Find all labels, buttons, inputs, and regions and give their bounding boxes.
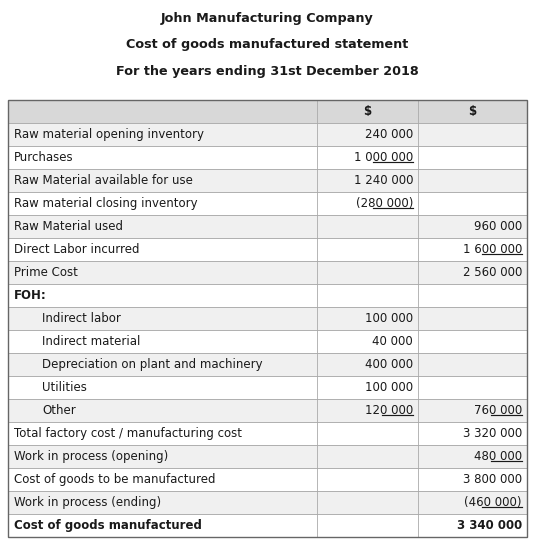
Bar — [8, 399, 527, 422]
Bar — [8, 192, 527, 215]
Text: For the years ending 31st December 2018: For the years ending 31st December 2018 — [116, 65, 419, 78]
Bar — [8, 422, 527, 445]
Text: 480 000: 480 000 — [474, 450, 522, 463]
Bar — [8, 123, 527, 146]
Text: 1 600 000: 1 600 000 — [463, 243, 522, 256]
Bar — [8, 468, 527, 491]
Text: 400 000: 400 000 — [365, 358, 413, 371]
Text: 2 560 000: 2 560 000 — [463, 266, 522, 279]
Text: 3 320 000: 3 320 000 — [463, 427, 522, 440]
Text: 120 000: 120 000 — [365, 404, 413, 417]
Bar — [8, 146, 527, 169]
Text: 760 000: 760 000 — [474, 404, 522, 417]
Bar — [8, 169, 527, 192]
Text: John Manufacturing Company: John Manufacturing Company — [161, 12, 374, 25]
Text: Total factory cost / manufacturing cost: Total factory cost / manufacturing cost — [14, 427, 242, 440]
Text: Cost of goods to be manufactured: Cost of goods to be manufactured — [14, 473, 216, 486]
Text: Indirect material: Indirect material — [42, 335, 140, 348]
Bar — [8, 100, 527, 537]
Text: Prime Cost: Prime Cost — [14, 266, 78, 279]
Text: (460 000): (460 000) — [464, 496, 522, 509]
Text: $: $ — [469, 105, 477, 118]
Text: 100 000: 100 000 — [365, 312, 413, 325]
Text: 960 000: 960 000 — [474, 220, 522, 233]
Text: Purchases: Purchases — [14, 151, 74, 164]
Text: Work in process (ending): Work in process (ending) — [14, 496, 161, 509]
Text: 1 240 000: 1 240 000 — [354, 174, 413, 187]
Bar — [8, 284, 527, 307]
Text: Other: Other — [42, 404, 76, 417]
Bar — [8, 491, 527, 514]
Text: $: $ — [363, 105, 371, 118]
Text: Depreciation on plant and machinery: Depreciation on plant and machinery — [42, 358, 263, 371]
Text: 40 000: 40 000 — [372, 335, 413, 348]
Text: 3 800 000: 3 800 000 — [463, 473, 522, 486]
Text: 100 000: 100 000 — [365, 381, 413, 394]
Bar — [8, 261, 527, 284]
Text: FOH:: FOH: — [14, 289, 47, 302]
Text: Cost of goods manufactured: Cost of goods manufactured — [14, 519, 202, 532]
Bar — [8, 100, 527, 123]
Text: 240 000: 240 000 — [365, 128, 413, 141]
Bar — [8, 238, 527, 261]
Text: 1 000 000: 1 000 000 — [354, 151, 413, 164]
Bar — [8, 330, 527, 353]
Bar — [8, 376, 527, 399]
Text: Indirect labor: Indirect labor — [42, 312, 121, 325]
Bar — [8, 215, 527, 238]
Bar — [8, 353, 527, 376]
Bar — [8, 307, 527, 330]
Text: Utilities: Utilities — [42, 381, 87, 394]
Bar — [8, 445, 527, 468]
Text: Cost of goods manufactured statement: Cost of goods manufactured statement — [126, 38, 409, 51]
Bar — [8, 514, 527, 537]
Text: Raw Material available for use: Raw Material available for use — [14, 174, 193, 187]
Text: 3 340 000: 3 340 000 — [457, 519, 522, 532]
Text: Direct Labor incurred: Direct Labor incurred — [14, 243, 140, 256]
Text: Raw Material used: Raw Material used — [14, 220, 123, 233]
Text: Raw material closing inventory: Raw material closing inventory — [14, 197, 197, 210]
Text: Raw material opening inventory: Raw material opening inventory — [14, 128, 204, 141]
Text: (280 000): (280 000) — [356, 197, 413, 210]
Text: Work in process (opening): Work in process (opening) — [14, 450, 168, 463]
